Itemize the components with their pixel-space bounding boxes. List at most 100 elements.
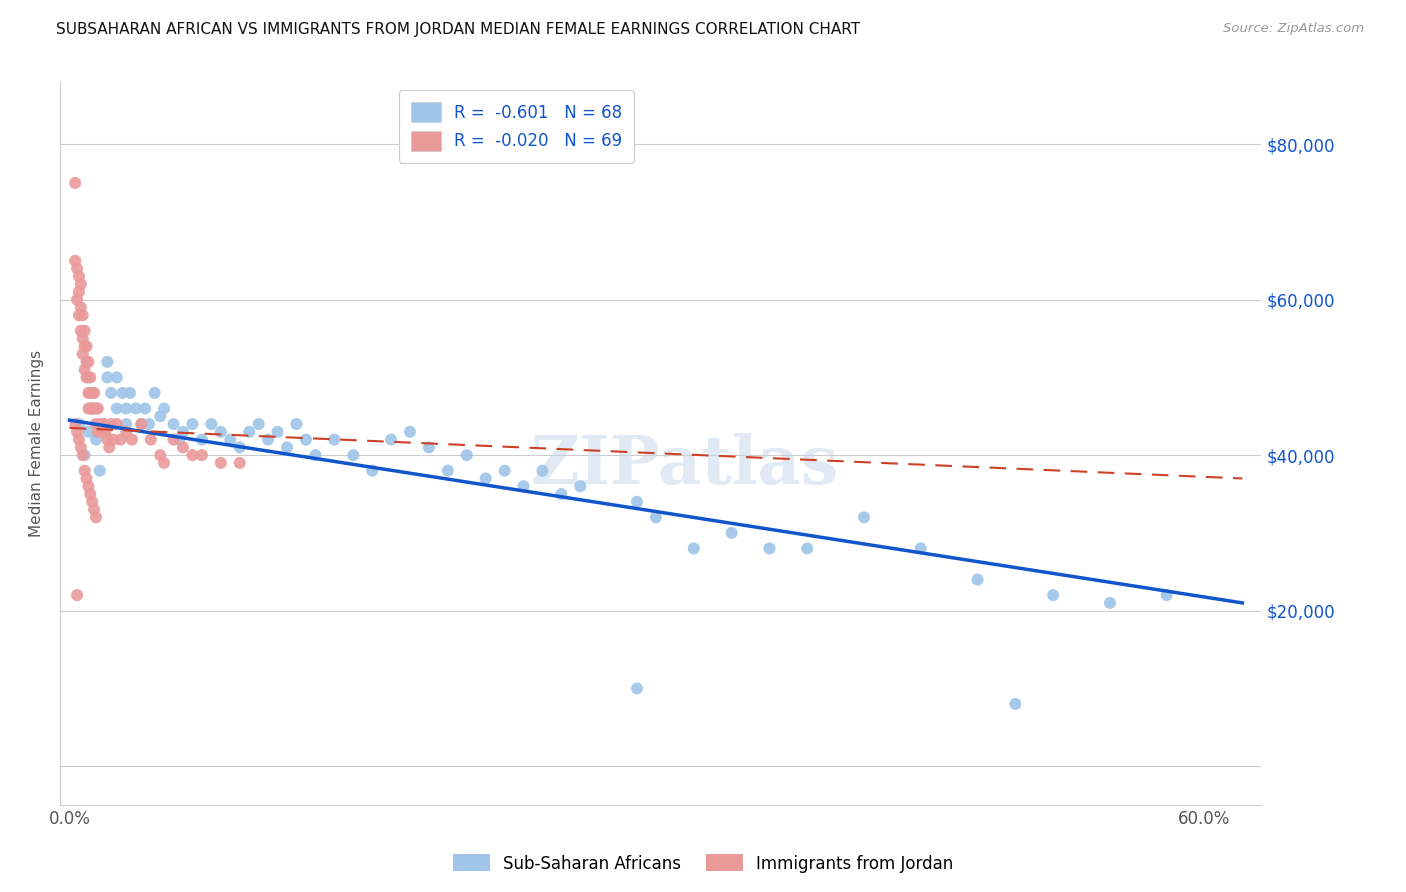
Point: [66, 261, 89, 276]
Point: [910, 541, 932, 556]
Point: [645, 510, 668, 524]
Point: [69, 324, 91, 338]
Point: [67, 269, 90, 284]
Point: [162, 417, 184, 431]
Point: [73, 448, 96, 462]
Point: [131, 417, 153, 431]
Point: [77, 355, 100, 369]
Point: [66, 425, 89, 439]
Point: [100, 417, 122, 431]
Point: [796, 541, 818, 556]
Point: [149, 448, 172, 462]
Point: [191, 448, 214, 462]
Point: [456, 448, 478, 462]
Point: [853, 510, 876, 524]
Point: [295, 433, 318, 447]
Point: [69, 301, 91, 315]
Point: [550, 487, 572, 501]
Point: [474, 471, 496, 485]
Point: [84, 433, 107, 447]
Point: [67, 308, 90, 322]
Point: [83, 401, 105, 416]
Point: [125, 401, 148, 416]
Point: [89, 464, 111, 478]
Point: [626, 495, 648, 509]
Point: [181, 417, 204, 431]
Point: [342, 448, 364, 462]
Point: [79, 370, 101, 384]
Point: [77, 425, 100, 439]
Point: [63, 176, 86, 190]
Point: [105, 370, 128, 384]
Point: [77, 370, 100, 384]
Point: [181, 448, 204, 462]
Point: [84, 510, 107, 524]
Point: [76, 471, 98, 485]
Point: [76, 339, 98, 353]
Legend: R =  -0.601   N = 68, R =  -0.020   N = 69: R = -0.601 N = 68, R = -0.020 N = 69: [399, 90, 634, 162]
Point: [172, 441, 194, 455]
Point: [1098, 596, 1121, 610]
Point: [720, 525, 742, 540]
Text: Source: ZipAtlas.com: Source: ZipAtlas.com: [1223, 22, 1364, 36]
Point: [93, 417, 115, 431]
Point: [105, 401, 128, 416]
Point: [266, 425, 288, 439]
Point: [118, 386, 141, 401]
Point: [82, 386, 104, 401]
Point: [72, 331, 94, 345]
Point: [73, 464, 96, 478]
Legend: Sub-Saharan Africans, Immigrants from Jordan: Sub-Saharan Africans, Immigrants from Jo…: [446, 847, 960, 880]
Point: [209, 456, 232, 470]
Point: [76, 355, 98, 369]
Point: [82, 401, 104, 416]
Point: [87, 425, 110, 439]
Point: [257, 433, 280, 447]
Point: [77, 479, 100, 493]
Point: [96, 433, 118, 447]
Point: [219, 433, 242, 447]
Point: [69, 277, 91, 291]
Point: [79, 487, 101, 501]
Point: [98, 441, 121, 455]
Point: [110, 433, 132, 447]
Point: [191, 433, 214, 447]
Point: [73, 362, 96, 376]
Point: [304, 448, 326, 462]
Point: [966, 573, 988, 587]
Point: [531, 464, 554, 478]
Point: [69, 441, 91, 455]
Text: SUBSAHARAN AFRICAN VS IMMIGRANTS FROM JORDAN MEDIAN FEMALE EARNINGS CORRELATION : SUBSAHARAN AFRICAN VS IMMIGRANTS FROM JO…: [56, 22, 860, 37]
Point: [209, 425, 232, 439]
Point: [96, 355, 118, 369]
Point: [72, 347, 94, 361]
Point: [682, 541, 704, 556]
Point: [569, 479, 592, 493]
Point: [418, 441, 440, 455]
Point: [79, 386, 101, 401]
Point: [247, 417, 270, 431]
Point: [111, 386, 134, 401]
Point: [100, 386, 122, 401]
Point: [238, 425, 260, 439]
Point: [83, 386, 105, 401]
Point: [139, 433, 162, 447]
Point: [380, 433, 402, 447]
Point: [77, 401, 100, 416]
Point: [96, 370, 118, 384]
Point: [131, 417, 153, 431]
Y-axis label: Median Female Earnings: Median Female Earnings: [30, 350, 44, 537]
Point: [361, 464, 384, 478]
Point: [115, 417, 138, 431]
Text: ZIPatlas: ZIPatlas: [530, 433, 839, 498]
Point: [101, 433, 124, 447]
Point: [512, 479, 534, 493]
Point: [1004, 697, 1026, 711]
Point: [67, 417, 90, 431]
Point: [494, 464, 516, 478]
Point: [63, 417, 86, 431]
Point: [82, 401, 104, 416]
Point: [167, 433, 190, 447]
Point: [138, 417, 160, 431]
Point: [758, 541, 780, 556]
